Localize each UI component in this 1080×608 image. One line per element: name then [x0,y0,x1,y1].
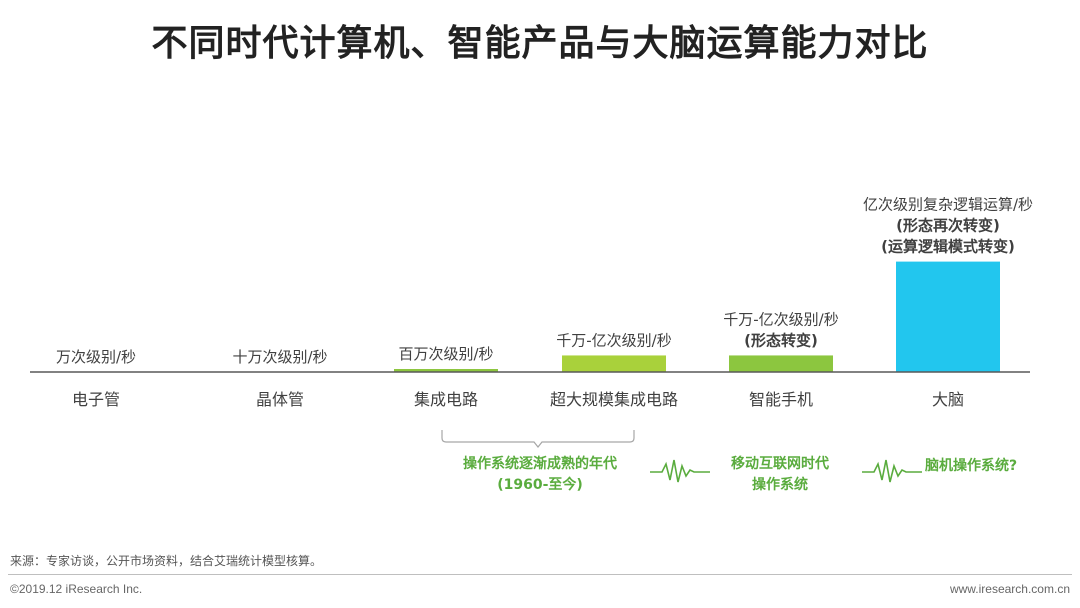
website: www.iresearch.com.cn [949,582,1070,596]
wave-icon [650,459,710,483]
era-label-os: 操作系统逐渐成熟的年代 (1960-至今) [463,456,617,493]
footer-divider [8,574,1072,575]
category-label: 智能手机 [749,390,813,409]
chart-title: 不同时代计算机、智能产品与大脑运算能力对比 [151,23,929,64]
data-label: 千万-亿次级别/秒 [556,331,671,349]
era-label-bci: 脑机操作系统? [925,458,1018,474]
category-label: 超大规模集成电路 [550,390,678,409]
bar-3 [562,355,666,372]
data-label: (形态再次转变) [896,217,1000,235]
era-label-mobile: 移动互联网时代 操作系统 [731,456,829,493]
era-bracket [441,430,635,448]
wave-icon [862,459,922,483]
data-label: 百万次级别/秒 [398,345,493,363]
category-label: 晶体管 [256,390,304,409]
source-note: 来源：专家访谈，公开市场资料，结合艾瑞统计模型核算。 [10,554,323,568]
copyright: ©2019.12 iResearch Inc. [10,582,143,596]
data-label: (形态转变) [744,331,818,349]
chart-area: 电子管 晶体管 集成电路 超大规模集成电路 智能手机 大脑 万次级别/秒 十万次级别/秒 百万… [30,196,1033,448]
bar-5 [896,261,1000,372]
data-label: 亿次级别复杂逻辑运算/秒 [863,196,1033,214]
data-label: 千万-亿次级别/秒 [723,310,838,328]
data-label: 万次级别/秒 [56,348,136,366]
data-label: (运算逻辑模式转变) [881,238,1015,256]
category-label: 电子管 [72,390,120,409]
bar-4 [729,355,833,372]
data-label: 十万次级别/秒 [232,348,327,366]
bar-2 [394,369,498,372]
category-label: 大脑 [932,390,964,409]
category-label: 集成电路 [414,390,478,409]
